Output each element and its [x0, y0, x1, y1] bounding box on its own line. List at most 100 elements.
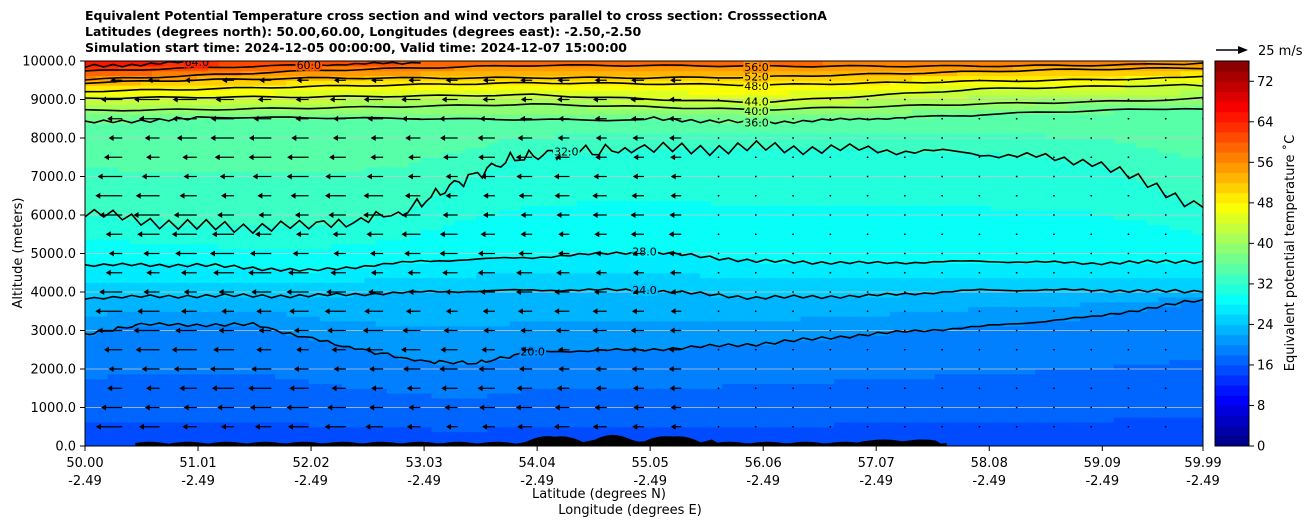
theta-e-fill-cell [252, 330, 265, 336]
theta-e-fill-cell [699, 195, 712, 202]
theta-e-fill-cell [252, 253, 265, 259]
theta-e-fill-cell [196, 421, 209, 428]
theta-e-fill-cell [442, 306, 455, 312]
theta-e-fill-cell [699, 287, 712, 293]
theta-e-fill-cell [140, 393, 153, 399]
theta-e-fill-cell [599, 210, 612, 216]
theta-e-fill-cell [152, 316, 164, 322]
theta-e-fill-cell [375, 311, 388, 317]
theta-e-fill-cell [733, 378, 746, 385]
theta-e-fill-cell [263, 157, 276, 163]
theta-e-fill-cell [96, 301, 108, 308]
theta-e-fill-cell [207, 369, 220, 375]
theta-e-fill-cell [107, 277, 120, 283]
theta-e-fill-cell [453, 272, 466, 279]
theta-e-fill-cell [107, 195, 120, 202]
theta-e-fill-cell [241, 397, 254, 404]
theta-e-fill-cell [219, 364, 231, 370]
theta-e-fill-cell [263, 340, 276, 346]
theta-e-fill-cell [655, 393, 667, 399]
theta-e-fill-cell [521, 316, 533, 322]
theta-e-fill-cell [778, 340, 790, 346]
theta-e-fill-cell [610, 388, 623, 394]
theta-e-fill-cell [241, 61, 254, 67]
theta-e-fill-cell [677, 166, 690, 173]
theta-e-fill-cell [509, 123, 522, 129]
theta-e-fill-cell [755, 340, 768, 346]
theta-e-fill-cell [588, 104, 600, 110]
theta-e-fill-cell [96, 267, 108, 274]
theta-e-fill-cell [409, 393, 421, 399]
theta-e-fill-cell [487, 152, 500, 158]
theta-e-fill-cell [599, 330, 612, 336]
theta-e-fill-cell [319, 61, 332, 67]
theta-e-fill-cell [219, 224, 231, 231]
theta-e-fill-cell [386, 239, 399, 245]
theta-e-fill-cell [599, 349, 612, 356]
theta-e-fill-cell [96, 152, 108, 158]
theta-e-fill-cell [297, 128, 310, 134]
theta-e-fill-cell [163, 354, 176, 360]
theta-e-fill-cell [699, 89, 712, 96]
theta-e-fill-cell [666, 296, 679, 303]
theta-e-fill-cell [263, 436, 276, 442]
theta-e-fill-cell [375, 364, 388, 370]
theta-e-fill-cell [342, 349, 354, 356]
theta-e-fill-cell [655, 152, 667, 158]
theta-e-fill-cell [409, 229, 421, 235]
theta-e-fill-cell [241, 301, 254, 308]
theta-e-fill-cell [196, 85, 209, 91]
theta-e-fill-cell [554, 118, 567, 125]
theta-e-fill-cell [755, 383, 768, 389]
theta-e-fill-cell [375, 190, 388, 197]
theta-e-fill-cell [185, 426, 198, 433]
theta-e-fill-cell [185, 171, 198, 178]
theta-e-fill-cell [420, 195, 433, 202]
theta-e-fill-cell [688, 354, 701, 360]
theta-e-fill-cell [711, 397, 723, 404]
theta-e-fill-cell [398, 99, 410, 105]
theta-e-fill-cell [744, 369, 757, 375]
theta-e-fill-cell [476, 325, 489, 332]
theta-e-fill-cell [465, 138, 477, 144]
theta-e-fill-cell [118, 104, 131, 110]
theta-e-fill-cell [319, 229, 332, 235]
theta-e-fill-cell [722, 320, 735, 327]
theta-e-fill-cell [297, 316, 310, 322]
theta-e-fill-cell [342, 407, 354, 413]
theta-e-fill-cell [163, 369, 176, 375]
theta-e-fill-cell [576, 171, 589, 178]
theta-e-fill-cell [588, 364, 600, 370]
theta-e-fill-cell [521, 166, 533, 173]
theta-e-fill-cell [766, 157, 779, 163]
theta-e-fill-cell [610, 359, 623, 365]
theta-e-fill-cell [521, 181, 533, 187]
theta-e-fill-cell [588, 113, 600, 120]
theta-e-fill-cell [353, 142, 366, 149]
theta-e-fill-cell [308, 258, 321, 264]
theta-e-fill-cell [554, 70, 567, 77]
theta-e-fill-cell [699, 407, 712, 413]
theta-e-fill-cell [431, 99, 444, 105]
theta-e-fill-cell [230, 388, 243, 394]
theta-e-fill-cell [453, 287, 466, 293]
theta-e-fill-cell [219, 80, 231, 86]
theta-e-fill-cell [699, 70, 712, 77]
theta-e-fill-cell [778, 359, 790, 365]
theta-e-fill-cell [487, 109, 500, 115]
theta-e-fill-cell [174, 104, 187, 110]
theta-e-fill-cell [152, 239, 164, 245]
theta-e-fill-cell [219, 311, 231, 317]
theta-e-fill-cell [778, 306, 790, 312]
theta-e-fill-cell [96, 287, 108, 293]
theta-e-fill-cell [588, 373, 600, 380]
theta-e-fill-cell [286, 65, 299, 72]
theta-e-fill-cell [163, 393, 176, 399]
theta-e-fill-cell [107, 402, 120, 409]
theta-e-fill-cell [543, 205, 556, 211]
theta-e-fill-cell [733, 263, 746, 269]
theta-e-fill-cell [409, 248, 421, 255]
theta-e-fill-cell [532, 215, 544, 221]
theta-e-fill-cell [386, 224, 399, 231]
theta-e-fill-cell [286, 190, 299, 197]
